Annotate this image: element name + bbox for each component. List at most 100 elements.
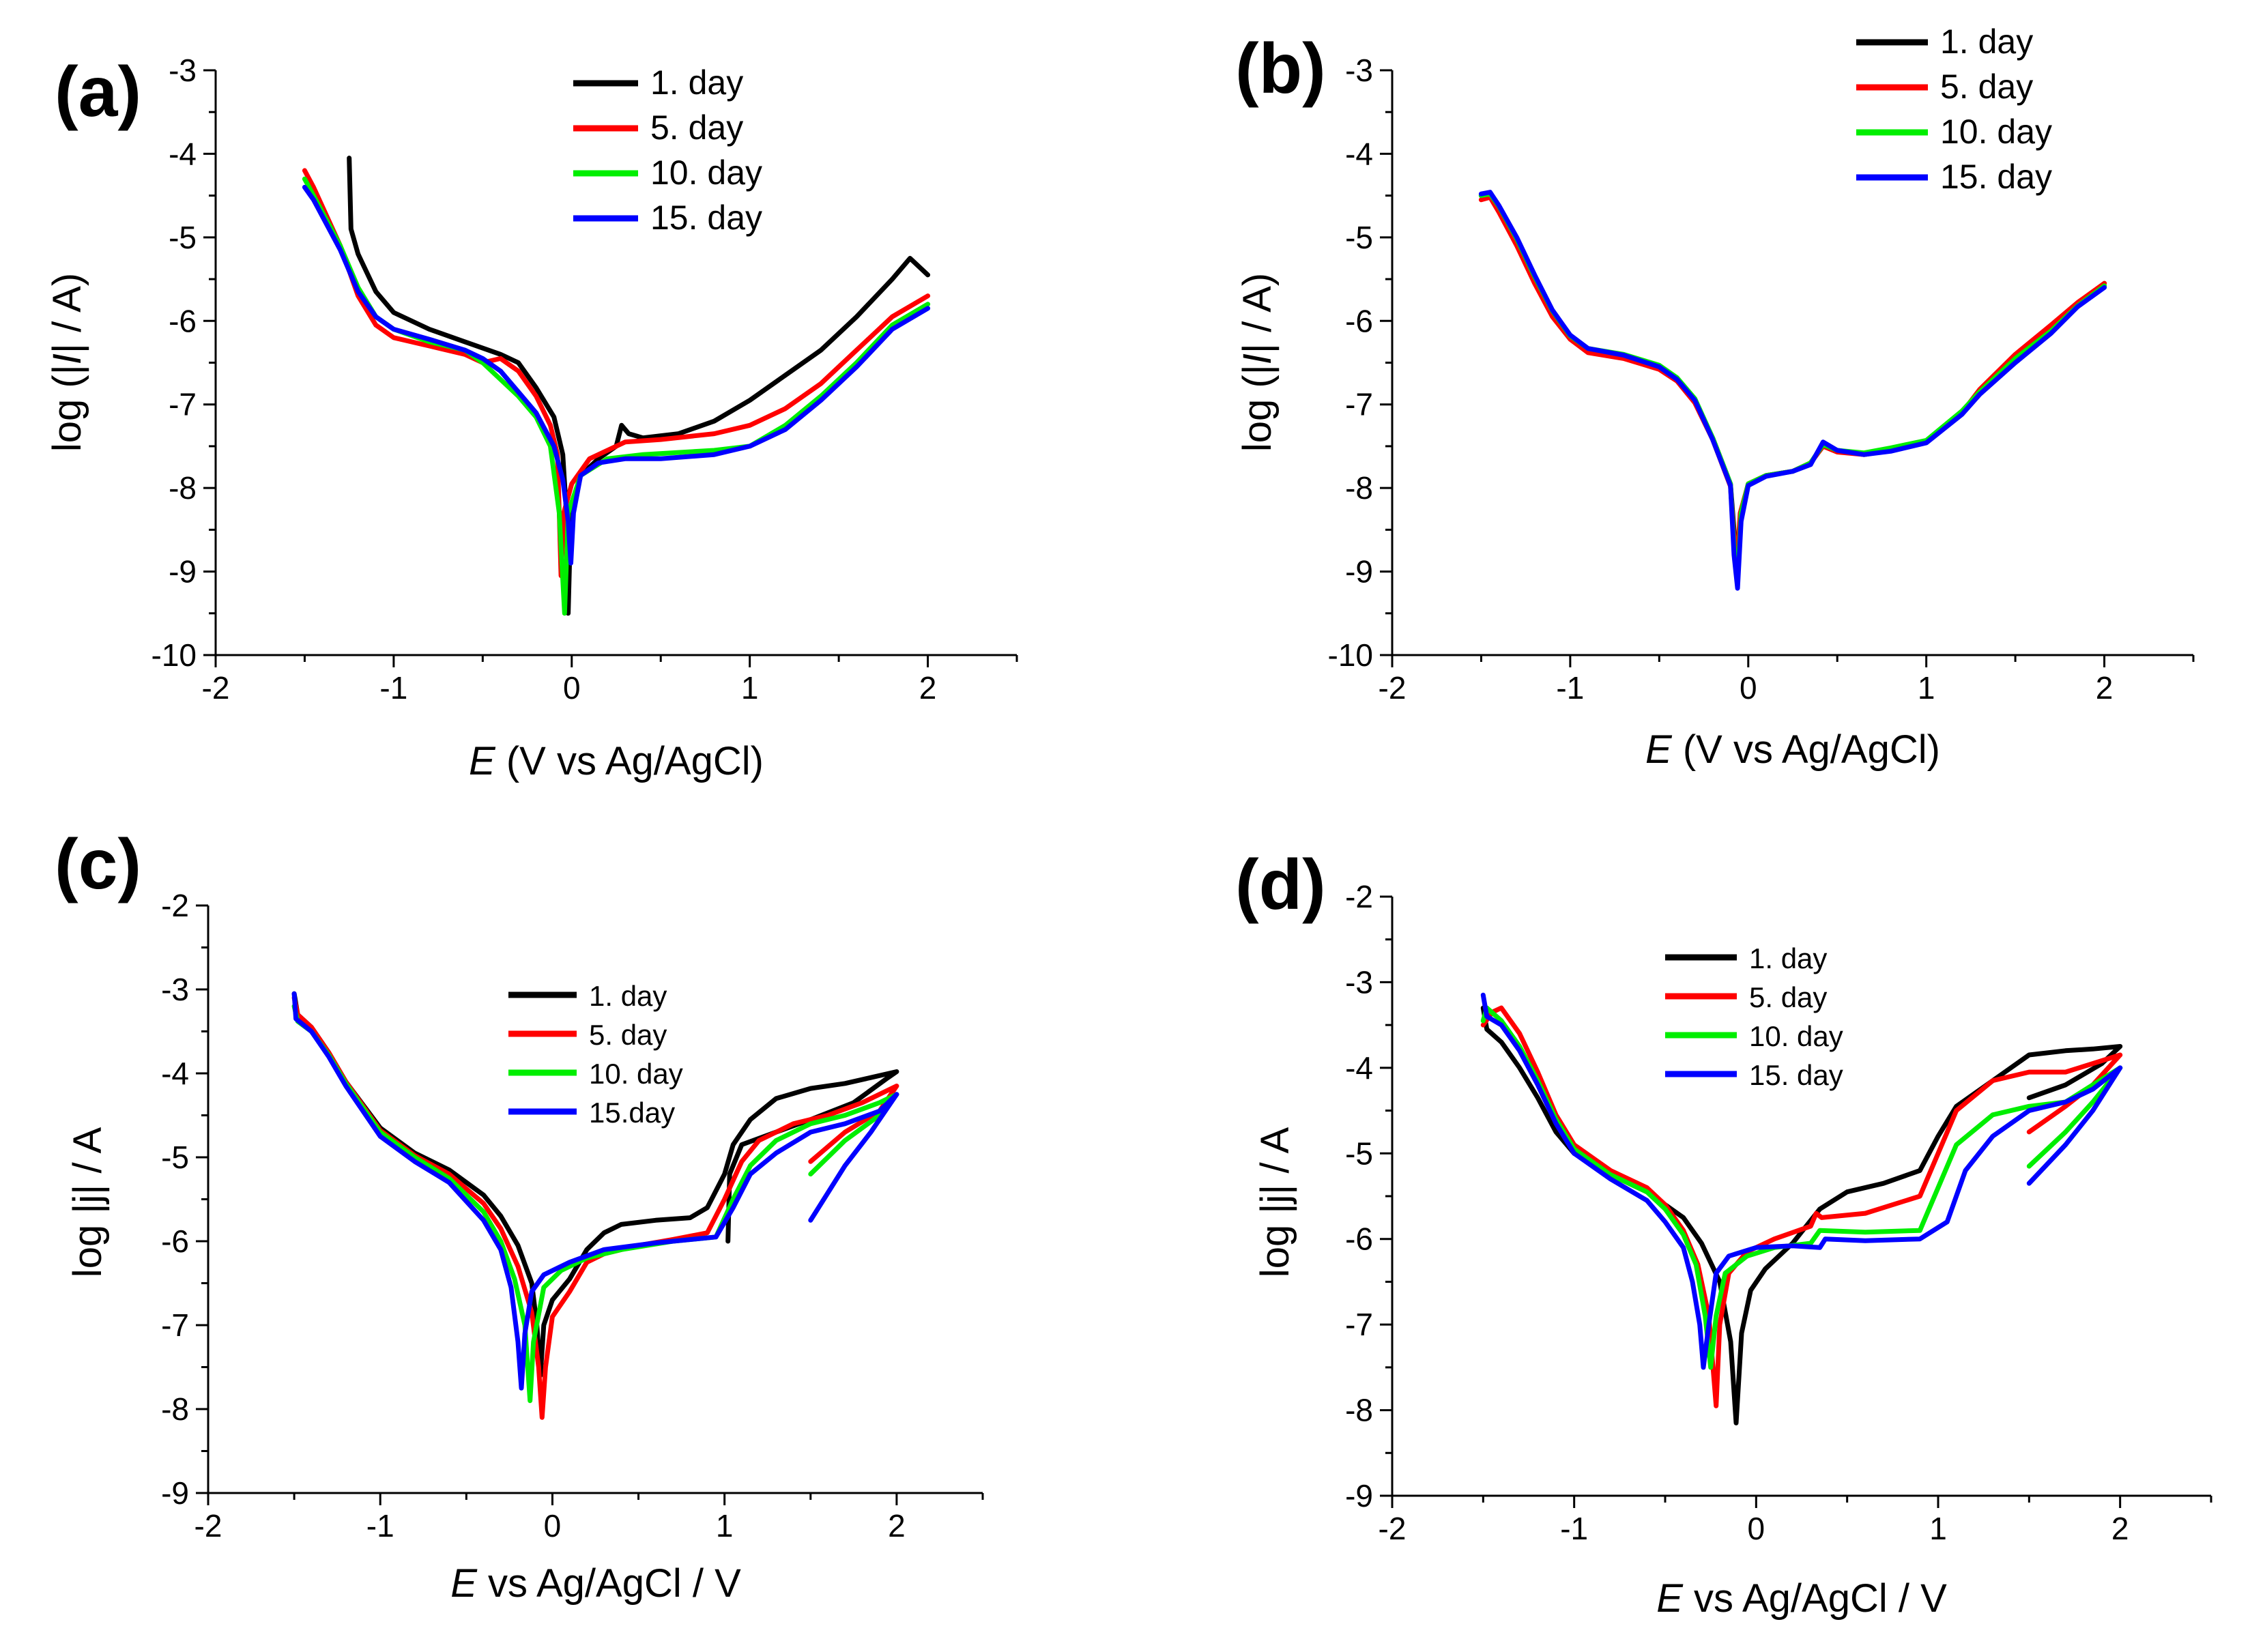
y-tick-label: -8	[1345, 470, 1373, 506]
y-axis-title-italic: I	[1235, 353, 1280, 364]
legend-label: 1. day	[1940, 23, 2033, 61]
y-tick-label: -7	[169, 387, 197, 422]
x-tick-label: -1	[1560, 1511, 1588, 1546]
legend-label: 5. day	[650, 108, 743, 147]
x-axis-title-italic: E	[1645, 727, 1673, 772]
chart-panel-1: (b)-2 -1 0 1 2-10-9-8-7-6-5-4-3E (V vs Ag/Ag…	[1235, 23, 2195, 772]
x-axis-title-italic: E	[469, 739, 496, 783]
series-line-0	[291, 991, 899, 1378]
x-tick-label: 2	[2096, 670, 2114, 706]
y-tick-label: -9	[1345, 554, 1373, 590]
y-tick-label: -9	[1345, 1478, 1373, 1513]
series-line-2	[1478, 191, 2107, 583]
y-tick-label: -2	[1345, 879, 1373, 914]
x-axis-title-italic: E	[1656, 1576, 1684, 1621]
legend-label: 1. day	[589, 980, 667, 1012]
x-tick-label: 1	[1929, 1511, 1947, 1546]
y-axis-title-pre: log |j| / A	[66, 1127, 110, 1278]
y-tick-label: -9	[169, 554, 197, 590]
x-axis-title-italic: E	[450, 1561, 478, 1606]
series-line-2	[302, 176, 931, 616]
series-line-0	[1480, 1005, 2123, 1425]
y-tick-label: -2	[161, 888, 189, 923]
x-tick-label: 1	[1918, 670, 1935, 706]
series-line-0	[347, 156, 931, 616]
legend-label: 15. day	[1749, 1059, 1843, 1091]
x-axis-title: E (V vs Ag/AgCl)	[469, 739, 764, 783]
y-tick-label: -7	[161, 1307, 189, 1343]
legend-label: 5. day	[1940, 68, 2033, 106]
y-tick-label: -5	[1345, 220, 1373, 255]
y-tick-label: -3	[1345, 964, 1373, 1000]
y-axis-title-pre: log (|	[45, 364, 89, 452]
x-axis-title: E vs Ag/AgCl / V	[450, 1561, 741, 1606]
y-tick-label: -6	[169, 303, 197, 338]
legend-label: 10. day	[589, 1058, 683, 1090]
legend-label: 15. day	[1940, 158, 2052, 196]
y-axis-title-pre: log (|	[1235, 364, 1280, 452]
x-tick-label: 1	[716, 1508, 734, 1544]
series-line-1	[1478, 194, 2107, 570]
chart-panel-2: (c) -2 -1 0 1 2 -9 -8 -7 -6 -5 -4 -3 -2 E vs Ag/AgCl /…	[55, 825, 984, 1606]
y-axis-title-post: | / A)	[1235, 273, 1280, 353]
y-tick-label: -3	[161, 972, 189, 1007]
y-tick-label: -8	[1345, 1393, 1373, 1428]
y-tick-label: -5	[169, 220, 197, 255]
y-tick-label: -7	[1345, 387, 1373, 422]
y-tick-label: -6	[161, 1223, 189, 1259]
y-tick-label: -4	[1345, 1050, 1373, 1086]
y-axis-title: log (|I| / A)	[1235, 273, 1280, 452]
x-axis-title-rest: vs Ag/AgCl / V	[1683, 1576, 1947, 1621]
y-tick-label: -3	[1345, 53, 1373, 88]
x-tick-label: 2	[888, 1508, 906, 1544]
x-tick-label: -1	[1556, 670, 1584, 706]
legend-label: 1. day	[1749, 942, 1827, 974]
chart-panel-3: (d) -2 -1 0 1 2 -9 -8 -7 -6 -5 -4 -3 -2 E vs Ag/AgCl /…	[1235, 845, 2212, 1621]
x-tick-label: -2	[202, 670, 230, 706]
y-axis-title-italic: I	[45, 353, 89, 364]
x-axis-title-rest: vs Ag/AgCl / V	[477, 1561, 741, 1606]
x-tick-label: 1	[741, 670, 759, 706]
x-tick-label: 2	[919, 670, 937, 706]
series-line-3	[291, 991, 899, 1391]
y-tick-label: -4	[1345, 136, 1373, 171]
y-axis-title: log |j| / A	[66, 1127, 110, 1278]
x-axis-title: E vs Ag/AgCl / V	[1656, 1576, 1947, 1621]
panel-label: (d)	[1235, 845, 1326, 925]
x-tick-label: 0	[1748, 1511, 1765, 1546]
series-line-3	[1478, 190, 2107, 591]
y-tick-label: -4	[169, 136, 197, 171]
panel-label: (c)	[55, 825, 141, 904]
legend-label: 1. day	[650, 63, 743, 102]
x-tick-label: 2	[2111, 1511, 2129, 1546]
x-tick-label: -1	[366, 1508, 394, 1544]
legend-label: 10. day	[650, 154, 762, 192]
series-line-0	[1478, 193, 2107, 575]
x-tick-label: -1	[379, 670, 407, 706]
y-axis-title: log (|I| / A)	[45, 273, 89, 452]
series-line-3	[1480, 992, 2123, 1370]
series-line-1	[302, 168, 931, 579]
series-line-3	[302, 184, 931, 566]
y-tick-label: -7	[1345, 1307, 1373, 1342]
x-axis-title: E (V vs Ag/AgCl)	[1645, 727, 1940, 772]
chart-panel-0: (a)-2 -1 0 1 2-10-9-8-7-6-5-4-3E (V vs Ag/Ag…	[45, 53, 1018, 783]
y-tick-label: -10	[152, 637, 197, 673]
x-axis-title-rest: (V vs Ag/AgCl)	[495, 739, 764, 783]
panel-label: (a)	[55, 53, 141, 132]
y-tick-label: -6	[1345, 303, 1373, 338]
y-tick-label: -5	[1345, 1135, 1373, 1171]
x-tick-label: 0	[544, 1508, 562, 1544]
legend-label: 10. day	[1749, 1020, 1843, 1052]
y-tick-label: -8	[169, 470, 197, 506]
x-tick-label: 0	[1740, 670, 1757, 706]
y-axis-title: log |j| / A	[1253, 1127, 1297, 1278]
legend-label: 5. day	[589, 1019, 667, 1051]
y-tick-label: -10	[1328, 637, 1373, 673]
y-tick-label: -8	[161, 1391, 189, 1427]
x-tick-label: -2	[1379, 670, 1407, 706]
panel-label: (b)	[1235, 29, 1326, 108]
y-tick-label: -3	[169, 53, 197, 88]
y-tick-label: -6	[1345, 1221, 1373, 1257]
x-tick-label: -2	[194, 1508, 222, 1544]
